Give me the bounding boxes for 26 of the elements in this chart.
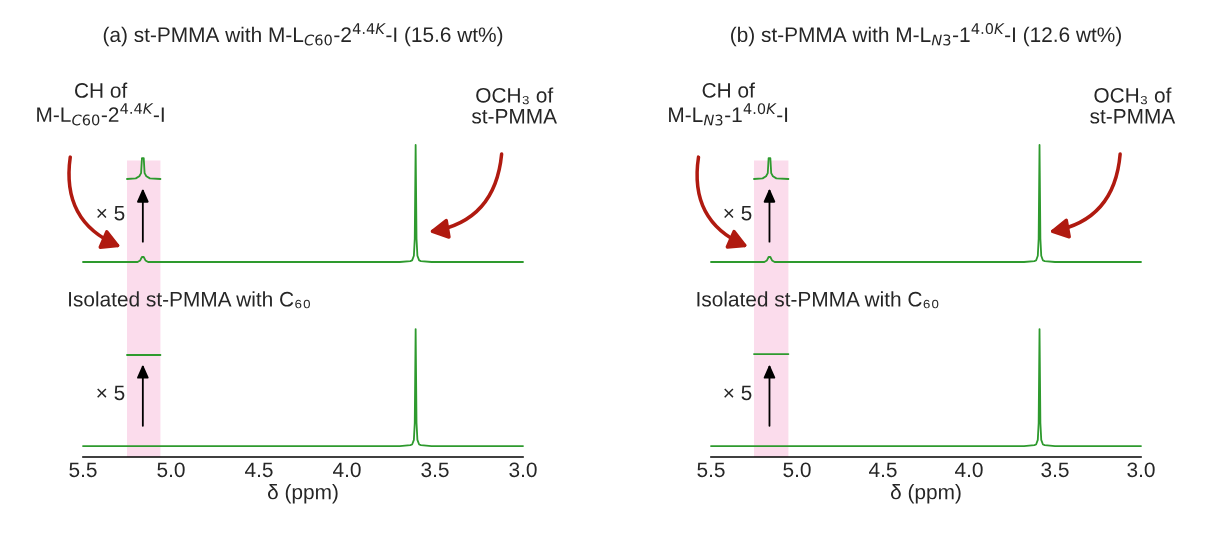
annotation: × 5 — [97, 205, 125, 221]
x-axis-title: δ (ppm) — [890, 484, 961, 504]
x-tick-label: 5.0 — [157, 462, 185, 478]
x-tick-label: 4.5 — [245, 462, 273, 478]
x-tick-label: 3.0 — [509, 462, 537, 478]
chart-title: (a) st-PMMA with M-L$_{C60}$-2$^{4.4K}$-I (15.6 wt%) — [103, 23, 503, 47]
annotation: × 5 — [97, 385, 125, 401]
x-tick-label: 5.5 — [697, 462, 725, 478]
annotation: × 5 — [724, 385, 752, 401]
x-tick-label: 3.0 — [1127, 462, 1155, 478]
x-tick-label: 5.0 — [783, 462, 811, 478]
x-tick-label: 5.5 — [69, 462, 97, 478]
x-tick-label: 3.5 — [1041, 462, 1069, 478]
annotation: Isolated st-PMMA with C₆₀ — [697, 291, 939, 309]
chart-title: (b) st-PMMA with M-L$_{N3}$-1$^{4.0K}$-I (12.6 wt%) — [731, 23, 1121, 47]
text: OCH₃ of st-PMMA — [471, 87, 557, 124]
text: CH of M-L$_{C60}$-2$^{4.4K}$-I — [37, 82, 164, 126]
text: OCH₃ of st-PMMA — [1090, 87, 1176, 124]
x-axis-title: δ (ppm) — [267, 484, 338, 504]
text: CH of M-L$_{N3}$-1$^{4.0K}$-I — [669, 82, 788, 126]
annotation: Isolated st-PMMA with C₆₀ — [69, 291, 310, 309]
x-tick-label: 3.5 — [421, 462, 449, 478]
x-tick-label: 4.0 — [333, 462, 361, 478]
annotation: × 5 — [724, 205, 752, 221]
x-tick-label: 4.5 — [869, 462, 897, 478]
x-tick-label: 4.0 — [955, 462, 983, 478]
